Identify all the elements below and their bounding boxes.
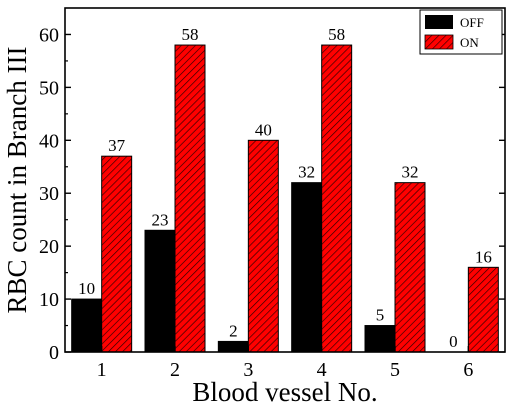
bar-on-3 — [247, 139, 279, 353]
y-tick-label-0: 0 — [49, 342, 59, 364]
y-tick-label-10: 10 — [39, 289, 59, 311]
legend-swatch-on — [424, 34, 454, 50]
x-tick-label-4: 4 — [317, 359, 327, 381]
data-label-on-6: 16 — [475, 247, 492, 266]
y-axis-title: RBC count in Branch III — [2, 47, 32, 314]
legend-label-on: ON — [460, 35, 479, 50]
data-label-on-3: 40 — [255, 120, 272, 139]
data-label-off-3: 2 — [229, 321, 238, 340]
bar-on-1 — [101, 155, 133, 353]
x-tick-label-1: 1 — [97, 359, 107, 381]
legend: OFF ON — [419, 9, 503, 55]
data-label-on-5: 32 — [402, 163, 419, 182]
data-label-off-6: 0 — [449, 332, 458, 351]
data-label-off-4: 32 — [298, 163, 315, 182]
data-label-off-5: 5 — [376, 306, 385, 325]
plot-frame — [64, 7, 506, 353]
bar-on-4 — [321, 44, 353, 353]
data-labels-layer: 10 23 2 32 5 0 37 58 40 58 32 16 — [78, 25, 492, 351]
bar-off-4 — [291, 182, 323, 353]
bars-layer — [71, 44, 499, 353]
bar-off-5 — [364, 325, 396, 353]
y-tick-label-50: 50 — [39, 77, 59, 99]
y-tick-label-20: 20 — [39, 236, 59, 258]
data-label-on-1: 37 — [108, 136, 126, 155]
y-tick-label-40: 40 — [39, 130, 59, 152]
x-tick-label-5: 5 — [390, 359, 400, 381]
bar-off-1 — [71, 298, 103, 353]
x-tick-label-2: 2 — [170, 359, 180, 381]
bar-on-5 — [394, 182, 426, 353]
legend-swatch-off — [425, 15, 453, 29]
bar-on-2 — [174, 44, 206, 353]
data-label-off-2: 23 — [152, 210, 169, 229]
y-tick-label-30: 30 — [39, 183, 59, 205]
bar-on-6 — [467, 266, 499, 353]
bar-off-3 — [217, 340, 249, 353]
x-tick-label-6: 6 — [463, 359, 473, 381]
x-axis-title: Blood vessel No. — [192, 377, 377, 407]
data-label-on-4: 58 — [328, 25, 345, 44]
y-tick-label-60: 60 — [39, 24, 59, 46]
data-label-off-1: 10 — [78, 279, 95, 298]
bar-off-2 — [144, 229, 176, 353]
legend-label-off: OFF — [460, 15, 484, 30]
x-axis: 1 2 3 4 5 6 — [97, 346, 473, 381]
x-tick-label-3: 3 — [243, 359, 253, 381]
data-label-on-2: 58 — [182, 25, 199, 44]
